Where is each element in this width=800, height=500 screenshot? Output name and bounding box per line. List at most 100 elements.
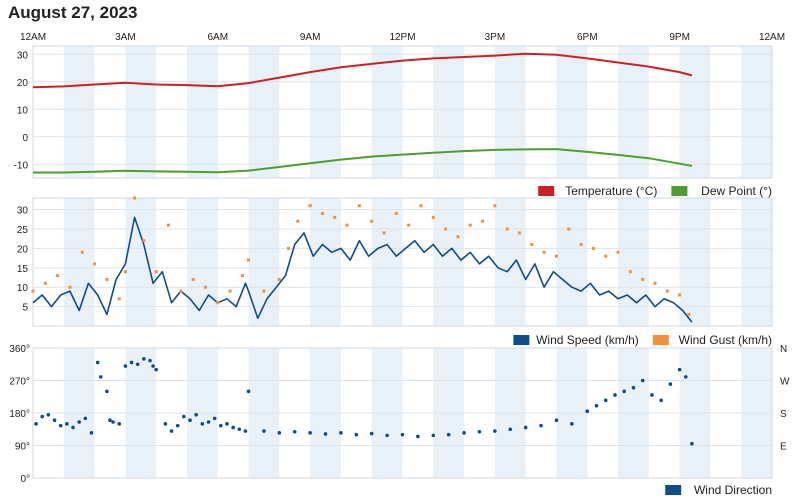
y-tick-label: 180° <box>9 409 30 420</box>
plot-border <box>32 197 773 327</box>
legend-swatch <box>671 186 688 196</box>
gust-point <box>370 219 374 223</box>
gust-point <box>530 243 534 247</box>
direction-point <box>135 362 140 367</box>
legend-swatch <box>513 335 530 345</box>
direction-point <box>554 418 559 423</box>
direction-point <box>493 429 497 433</box>
gust-point <box>468 223 472 227</box>
direction-point <box>462 431 466 435</box>
direction-point <box>163 422 168 426</box>
gust-point <box>80 250 84 254</box>
direction-point <box>117 422 122 426</box>
legend-swatch <box>652 335 669 345</box>
gust-point <box>117 297 121 301</box>
hour-band <box>125 46 157 178</box>
direction-point <box>200 422 205 426</box>
direction-point <box>194 413 198 417</box>
series-line <box>32 52 693 89</box>
direction-point <box>308 431 312 435</box>
gust-point <box>203 285 207 289</box>
gust-point <box>628 270 632 274</box>
x-tick-label: 3PM <box>485 32 506 43</box>
x-tick-label: 6PM <box>577 32 598 43</box>
direction-point <box>40 414 45 419</box>
page-title: August 27, 2023 <box>8 3 138 22</box>
direction-point <box>188 418 192 423</box>
direction-point <box>89 431 94 435</box>
hour-band <box>741 198 772 326</box>
direction-point <box>175 423 180 428</box>
gust-point <box>567 227 571 231</box>
direction-point <box>231 425 235 430</box>
gust-point <box>240 274 244 278</box>
gust-point <box>493 204 497 208</box>
gust-point <box>262 289 266 293</box>
gust-point <box>554 254 558 258</box>
gust-point <box>641 277 645 281</box>
direction-point <box>108 418 112 423</box>
hour-band <box>371 198 403 326</box>
gust-point <box>142 239 146 243</box>
x-axis-top: 12AM 3AM 6AM 9AM 12PM 3PM 6PM 9PM 12AM <box>20 32 785 43</box>
gust-point <box>277 277 281 281</box>
compass-label: N <box>780 344 787 355</box>
series-line <box>32 216 693 323</box>
y-tick-label: 5 <box>22 303 28 314</box>
x-tick-label: 12PM <box>389 32 415 43</box>
gust-point <box>456 235 460 239</box>
gust-point <box>382 231 386 235</box>
hour-band <box>186 46 218 178</box>
direction-point <box>225 422 229 426</box>
direction-point <box>98 375 103 379</box>
gust-point <box>542 250 546 254</box>
direction-point <box>52 418 57 423</box>
direction-point <box>477 429 482 434</box>
gust-point <box>431 215 435 219</box>
gust-point <box>687 312 691 316</box>
y-tick-label: 25 <box>17 225 29 236</box>
direction-point <box>182 414 186 419</box>
hour-band <box>618 198 649 326</box>
direction-point <box>219 423 223 428</box>
direction-point <box>277 431 282 435</box>
gust-point <box>296 219 300 223</box>
legend-swatch <box>538 186 555 196</box>
direction-point <box>237 427 242 432</box>
direction-point <box>539 423 543 428</box>
direction-point <box>690 441 694 446</box>
x-tick-label: 3AM <box>115 32 136 43</box>
gust-point <box>665 289 669 293</box>
direction-point <box>292 429 297 434</box>
gust-point <box>105 277 109 281</box>
hour-band <box>494 46 526 178</box>
gust-point <box>287 246 291 250</box>
direction-point <box>416 434 420 439</box>
legend-label: Dew Point (°) <box>701 184 772 198</box>
direction-point <box>34 422 38 426</box>
gust-point <box>419 204 423 208</box>
x-tick-label: 9PM <box>669 32 690 43</box>
x-tick-label: 6AM <box>207 32 228 43</box>
y-tick-label: 270° <box>9 377 30 388</box>
gust-point <box>604 254 608 258</box>
temperature-panel: -10 0 10 20 30 Dew Point (°) Temperature (°C) <box>14 45 773 198</box>
gust-point <box>345 223 349 227</box>
gust-point <box>93 262 97 266</box>
direction-point <box>246 389 251 394</box>
direction-point <box>400 432 405 437</box>
direction-point <box>369 431 374 436</box>
direction-point <box>151 364 155 368</box>
direction-point <box>142 357 146 361</box>
direction-point <box>243 429 248 433</box>
gust-point <box>616 250 620 254</box>
gust-point <box>179 289 183 293</box>
direction-point <box>594 403 599 408</box>
direction-point <box>668 382 673 386</box>
direction-point <box>95 360 100 365</box>
hour-band <box>248 46 280 178</box>
direction-point <box>323 432 328 436</box>
legend-swatch <box>665 485 682 495</box>
hour-band <box>310 198 341 326</box>
hour-band <box>63 198 95 326</box>
